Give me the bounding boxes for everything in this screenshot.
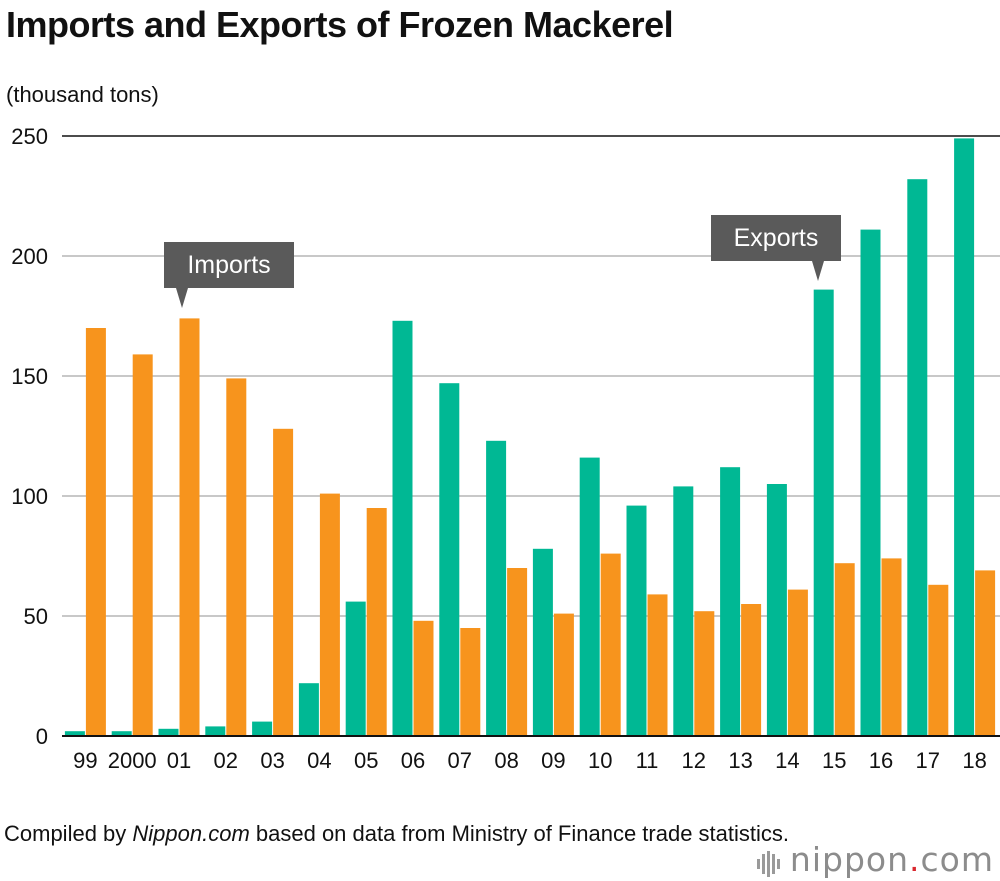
x-tick-label-10: 10 xyxy=(588,748,612,773)
imports-callout: Imports xyxy=(164,242,294,288)
x-tick-label-18: 18 xyxy=(962,748,986,773)
exports-callout-pointer xyxy=(812,261,824,281)
imports-callout-pointer xyxy=(176,288,188,308)
exports-bar-08 xyxy=(486,440,507,736)
logo-dot: . xyxy=(909,840,921,879)
imports-bar-15 xyxy=(834,563,855,736)
exports-bar-09 xyxy=(532,548,553,736)
x-tick-label-15: 15 xyxy=(822,748,846,773)
exports-bar-01 xyxy=(158,728,179,736)
imports-bar-06 xyxy=(413,620,434,736)
source-note: Compiled by Nippon.com based on data fro… xyxy=(4,818,789,849)
exports-bar-10 xyxy=(579,457,600,736)
x-tick-label-07: 07 xyxy=(448,748,472,773)
x-tick-label-99: 99 xyxy=(73,748,97,773)
imports-bar-07 xyxy=(460,628,481,736)
imports-bar-14 xyxy=(787,589,808,736)
exports-bar-03 xyxy=(252,721,273,736)
x-tick-label-02: 02 xyxy=(214,748,238,773)
x-tick-label-17: 17 xyxy=(916,748,940,773)
x-tick-label-03: 03 xyxy=(260,748,284,773)
imports-bar-08 xyxy=(507,568,528,736)
exports-bar-07 xyxy=(439,383,460,736)
x-tick-label-14: 14 xyxy=(775,748,799,773)
imports-bar-01 xyxy=(179,318,200,736)
logo-name: nippon xyxy=(789,840,910,879)
x-tick-label-09: 09 xyxy=(541,748,565,773)
y-tick-label-50: 50 xyxy=(24,604,48,629)
imports-bar-09 xyxy=(553,613,574,736)
exports-bar-16 xyxy=(860,229,881,736)
imports-bar-05 xyxy=(366,508,387,736)
x-tick-label-2000: 2000 xyxy=(108,748,157,773)
exports-bar-05 xyxy=(345,601,366,736)
chart-title: Imports and Exports of Frozen Mackerel xyxy=(6,4,674,45)
imports-bar-16 xyxy=(881,558,902,736)
y-tick-label-100: 100 xyxy=(11,484,48,509)
imports-bar-12 xyxy=(694,611,715,736)
imports-bar-13 xyxy=(741,604,762,736)
x-tick-label-13: 13 xyxy=(728,748,752,773)
x-tick-label-16: 16 xyxy=(869,748,893,773)
imports-bar-02 xyxy=(226,378,247,736)
exports-bar-14 xyxy=(766,484,787,736)
source-prefix: Compiled by xyxy=(4,821,133,846)
bar-chart: 0 50 100 150 200 250 99 2000 01 02 03 04 05 06 07 08 09 1… xyxy=(11,124,1000,773)
y-tick-label-150: 150 xyxy=(11,364,48,389)
y-axis-unit-label: (thousand tons) xyxy=(6,82,159,107)
exports-bar-02 xyxy=(205,726,226,736)
x-tick-label-11: 11 xyxy=(636,748,659,773)
imports-bar-99 xyxy=(85,328,106,736)
exports-bar-04 xyxy=(298,683,319,736)
y-tick-label-0: 0 xyxy=(36,724,48,749)
exports-bar-13 xyxy=(720,467,741,736)
logo-tld: com xyxy=(920,840,994,879)
exports-bar-99 xyxy=(64,731,85,736)
exports-callout: Exports xyxy=(711,215,841,261)
x-tick-label-06: 06 xyxy=(401,748,425,773)
x-tick-label-12: 12 xyxy=(682,748,706,773)
imports-bar-03 xyxy=(273,428,294,736)
imports-bar-11 xyxy=(647,594,668,736)
imports-bar-04 xyxy=(319,493,340,736)
exports-bar-18 xyxy=(954,138,975,736)
x-tick-label-01: 01 xyxy=(167,748,191,773)
source-site: Nippon.com xyxy=(132,821,250,846)
exports-bar-15 xyxy=(813,289,834,736)
exports-bar-11 xyxy=(626,505,647,736)
source-suffix: based on data from Ministry of Finance t… xyxy=(249,821,790,846)
exports-bar-06 xyxy=(392,320,413,736)
imports-bar-18 xyxy=(975,570,996,736)
x-tick-label-08: 08 xyxy=(494,748,518,773)
imports-bar-2000 xyxy=(132,354,153,736)
exports-bar-2000 xyxy=(111,731,132,736)
y-tick-label-250: 250 xyxy=(11,124,48,149)
logo-bars-icon xyxy=(756,842,782,881)
exports-bar-12 xyxy=(673,486,694,736)
imports-bar-10 xyxy=(600,553,621,736)
exports-bar-17 xyxy=(907,179,928,736)
nippon-logo: nippon.com xyxy=(756,840,994,881)
x-tick-label-05: 05 xyxy=(354,748,378,773)
imports-bar-17 xyxy=(928,584,949,736)
x-tick-label-04: 04 xyxy=(307,748,331,773)
y-tick-label-200: 200 xyxy=(11,244,48,269)
